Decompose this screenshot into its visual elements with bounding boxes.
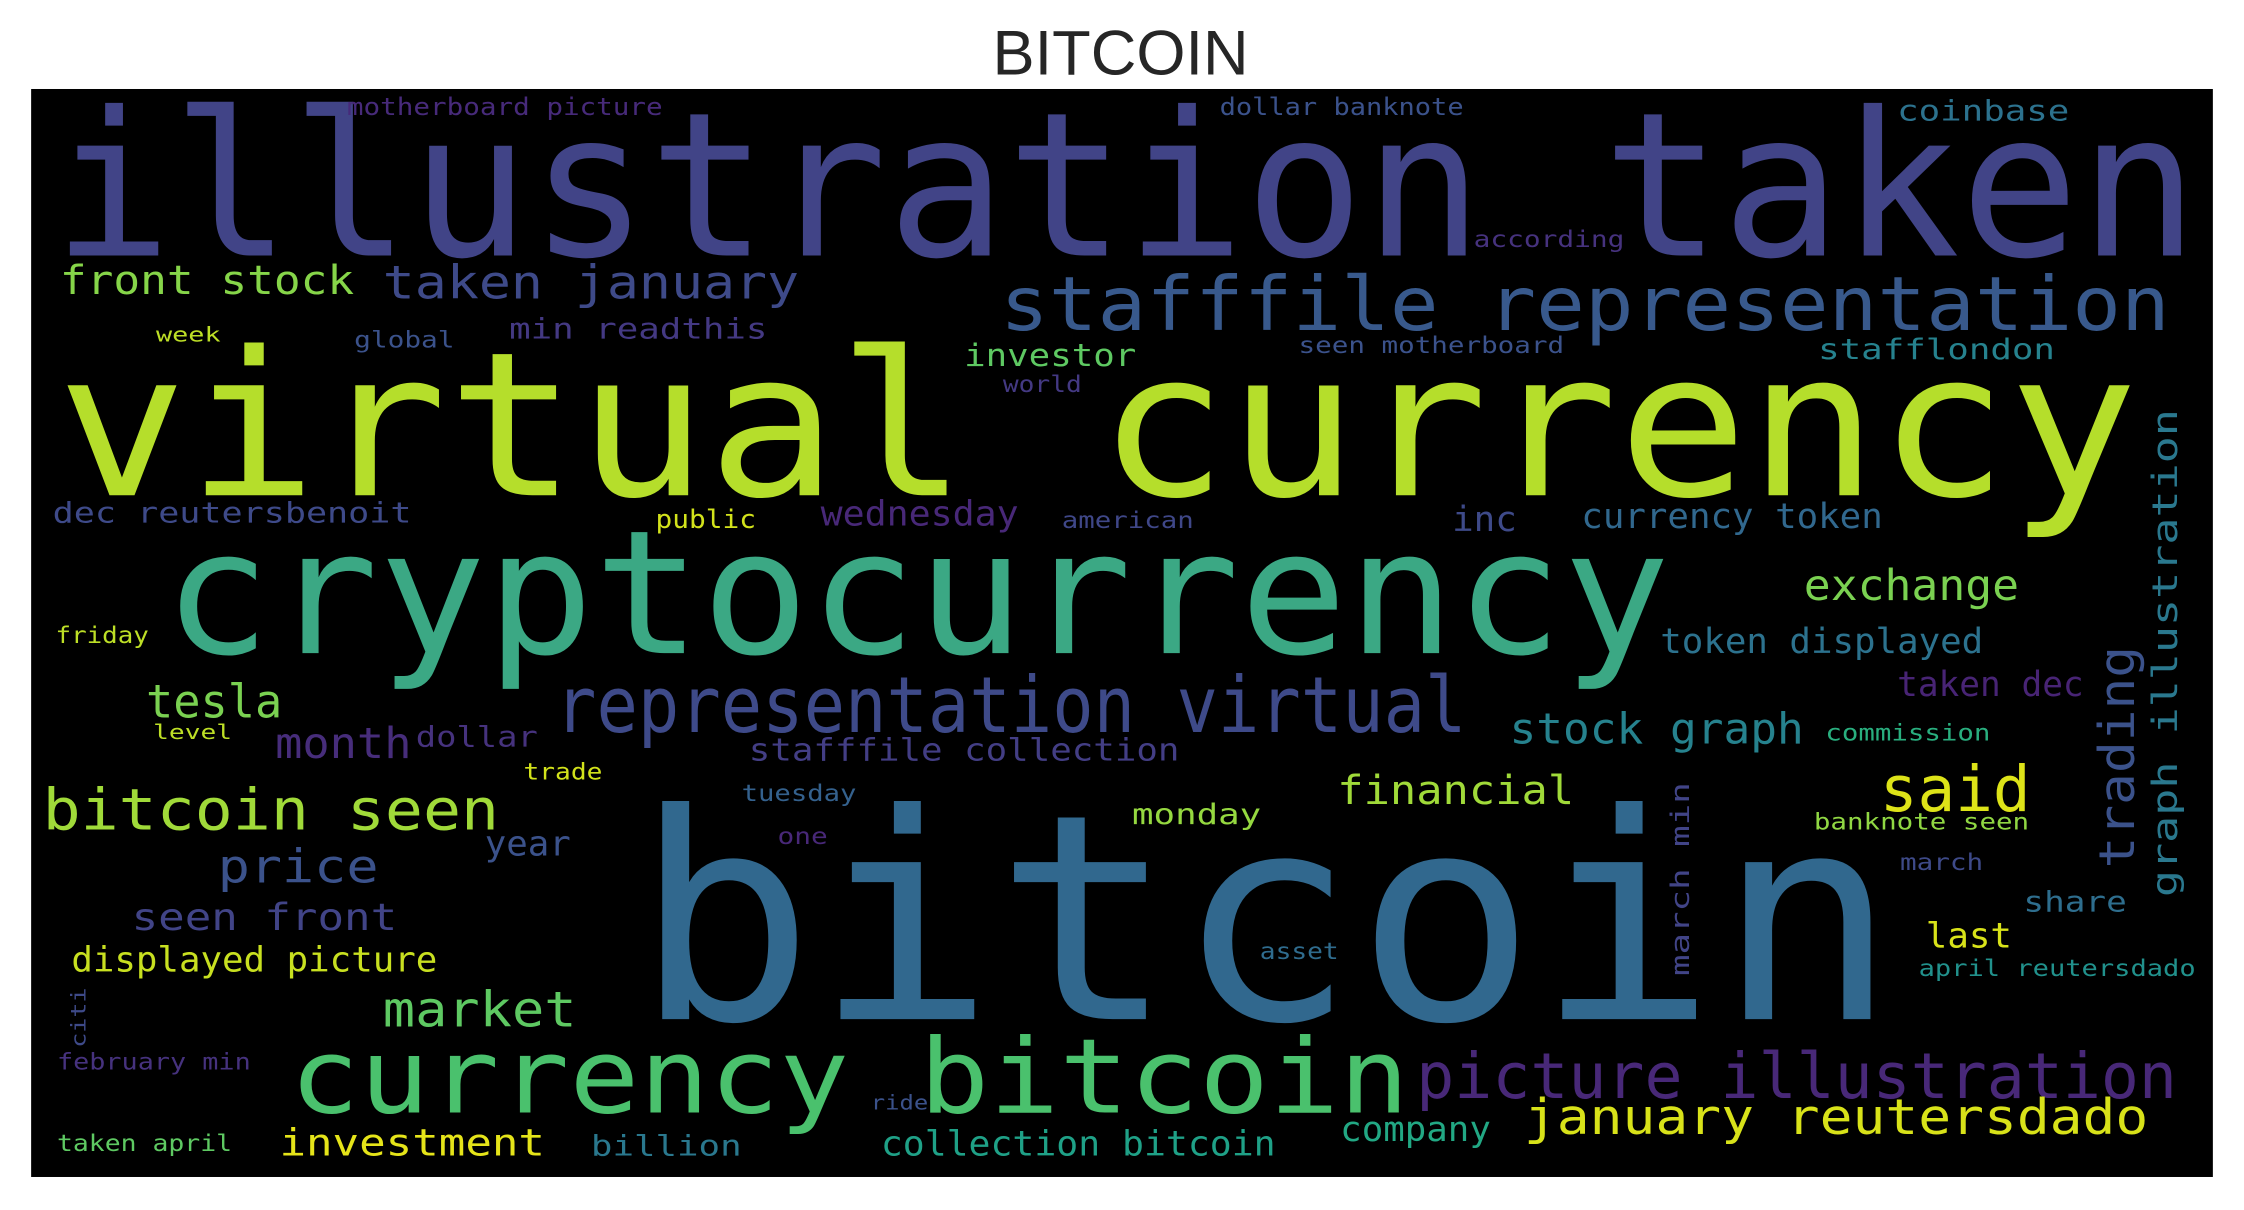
word: currency token [1581, 497, 1882, 537]
word: march [1900, 850, 1983, 876]
cloud-background [31, 88, 2213, 1177]
word: seen motherboard [1299, 333, 1565, 359]
word: public [656, 505, 756, 535]
word: front stock [60, 258, 354, 304]
word: cryptocurrency [163, 493, 1670, 694]
word: commission [1825, 721, 1990, 747]
word: monday [1132, 797, 1261, 831]
word: displayed picture [71, 941, 437, 981]
word: friday [56, 623, 149, 649]
word: investment [279, 1120, 545, 1164]
word: trading [2089, 646, 2146, 868]
word: investor [964, 338, 1136, 374]
word: january reutersdado [1524, 1089, 2148, 1146]
word: level [153, 720, 232, 744]
word: exchange [1804, 561, 2019, 611]
word: stafffile collection [749, 733, 1180, 769]
word: american [1062, 508, 1194, 534]
word: one [778, 824, 828, 850]
word: year [485, 824, 571, 864]
word: april reutersdado [1919, 956, 2196, 982]
word: last [1926, 916, 2012, 956]
word: wednesday [821, 494, 1019, 534]
word: tuesday [742, 781, 857, 807]
word: billion [591, 1128, 742, 1162]
word: market [383, 981, 577, 1038]
word: motherboard picture [347, 92, 663, 121]
word: dec reutersbenoit [53, 495, 412, 529]
word: ride [871, 1091, 928, 1115]
word: taken april [57, 1131, 232, 1157]
word: stafflondon [1818, 332, 2055, 366]
word: banknote seen [1814, 810, 2029, 836]
word: collection bitcoin [881, 1124, 1276, 1164]
word: week [156, 323, 221, 347]
word: taken january [383, 256, 799, 310]
word: min readthis [509, 312, 767, 346]
word: coinbase [1897, 94, 2069, 128]
word: trade [523, 759, 602, 785]
word: citi [67, 988, 91, 1048]
word: bitcoin [634, 753, 1897, 1087]
word: inc [1452, 500, 1517, 540]
word: financial [1337, 768, 1574, 814]
word: february min [57, 1049, 251, 1075]
word: dollar [416, 719, 538, 753]
word: world [1003, 372, 1082, 398]
word: month [275, 719, 411, 769]
title: BITCOIN [993, 19, 1249, 89]
word: seen front [132, 895, 398, 939]
word: token displayed [1660, 622, 1983, 662]
word: global [354, 327, 454, 353]
word: picture illustration [1416, 1039, 2177, 1113]
word: company [1340, 1110, 1491, 1150]
word: representation virtual [555, 661, 1466, 751]
word: graph illustration [2146, 409, 2186, 897]
word: according [1474, 227, 1625, 253]
word: march min [1666, 782, 1696, 976]
word: dollar banknote [1220, 92, 1464, 121]
word: stafffile representation [1000, 261, 2170, 348]
word: price [218, 840, 379, 894]
word: illustration taken [53, 69, 2199, 303]
word: virtual currency [57, 309, 2138, 543]
word: asset [1260, 939, 1339, 965]
word: said [1880, 752, 2031, 826]
word: currency bitcoin [289, 1017, 1409, 1137]
word: taken dec [1897, 665, 2084, 705]
word: share [2023, 884, 2126, 918]
word: tesla [146, 675, 282, 729]
word: stock graph [1510, 705, 1804, 755]
word: bitcoin seen [43, 777, 499, 844]
